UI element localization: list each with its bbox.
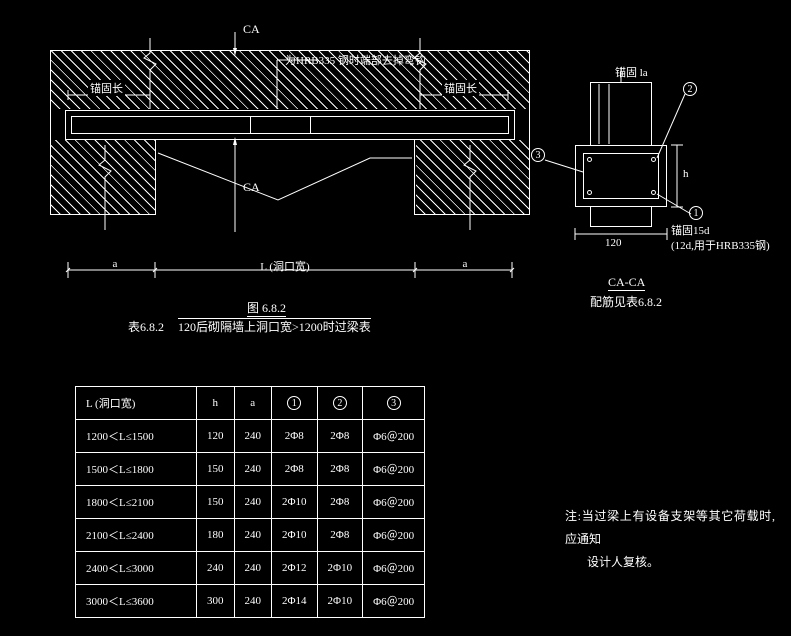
sec-12d-label: (12d,用于HRB335钢) xyxy=(671,237,770,253)
cell-c2: 2Φ10 xyxy=(317,585,363,618)
cell-c1: 2Φ14 xyxy=(272,585,318,618)
cell-c1: 2Φ8 xyxy=(272,453,318,486)
cell-a: 240 xyxy=(234,585,272,618)
dim-a-right: a xyxy=(455,258,475,270)
cell-h: 300 xyxy=(197,585,235,618)
cell-c2: 2Φ8 xyxy=(317,453,363,486)
bubble-3: 3 xyxy=(531,148,545,162)
section-ca: 2 1 3 锚固 la h 120 锚固15d (12d,用于HRB335钢) xyxy=(565,82,765,282)
cell-L: 2100＜L≤2400 xyxy=(76,519,197,552)
hrb-note: 为HRB335 钢时端部去掉弯钩 xyxy=(285,52,426,68)
table-title: 120后砌隔墙上洞口宽>1200时过梁表 xyxy=(178,318,371,334)
dim-L: L (洞口宽) xyxy=(150,258,420,274)
section-title: CA-CA xyxy=(608,275,645,291)
cell-c3: Φ6＠200 xyxy=(363,420,425,453)
note-line2: 设计人复核。 xyxy=(565,555,659,569)
col-h: h xyxy=(197,387,235,420)
cell-L: 1500＜L≤1800 xyxy=(76,453,197,486)
note: 注:当过梁上有设备支架等其它荷载时, 应通知 设计人复核。 xyxy=(565,505,775,573)
cell-c1: 2Φ10 xyxy=(272,519,318,552)
table-row: 1500＜L≤18001502402Φ82Φ8Φ6＠200 xyxy=(76,453,425,486)
figure-number: 图 6.8.2 xyxy=(247,301,286,317)
bubble-2: 2 xyxy=(683,82,697,96)
cell-c3: Φ6＠200 xyxy=(363,552,425,585)
cell-a: 240 xyxy=(234,552,272,585)
cell-c2: 2Φ8 xyxy=(317,486,363,519)
cell-a: 240 xyxy=(234,453,272,486)
cell-a: 240 xyxy=(234,519,272,552)
ca-label-top: CA xyxy=(243,22,260,37)
cell-c3: Φ6＠200 xyxy=(363,585,425,618)
cell-c3: Φ6＠200 xyxy=(363,453,425,486)
sec-anchor-label: 锚固 la xyxy=(615,64,648,80)
cell-c2: 2Φ8 xyxy=(317,420,363,453)
table-row: 3000＜L≤36003002402Φ142Φ10Φ6＠200 xyxy=(76,585,425,618)
note-line1: 当过梁上有设备支架等其它荷载时, 应通知 xyxy=(565,509,775,546)
cell-a: 240 xyxy=(234,486,272,519)
dim-a-left: a xyxy=(105,258,125,270)
col-c1: 1 xyxy=(272,387,318,420)
table-row: 2100＜L≤24001802402Φ102Φ8Φ6＠200 xyxy=(76,519,425,552)
cell-c3: Φ6＠200 xyxy=(363,486,425,519)
col-a: a xyxy=(234,387,272,420)
cell-h: 120 xyxy=(197,420,235,453)
section-subtitle: 配筋见表6.8.2 xyxy=(590,293,662,310)
sec-120-label: 120 xyxy=(605,237,622,249)
cell-h: 180 xyxy=(197,519,235,552)
note-prefix: 注: xyxy=(565,509,581,523)
cell-L: 1800＜L≤2100 xyxy=(76,486,197,519)
cell-c3: Φ6＠200 xyxy=(363,519,425,552)
table-row: 2400＜L≤30002402402Φ122Φ10Φ6＠200 xyxy=(76,552,425,585)
cell-L: 2400＜L≤3000 xyxy=(76,552,197,585)
rebar-table: L (洞口宽) h a 1 2 3 1200＜L≤15001202402Φ82Φ… xyxy=(75,386,425,618)
cell-c2: 2Φ10 xyxy=(317,552,363,585)
sec-h-label: h xyxy=(683,168,689,180)
cell-c1: 2Φ12 xyxy=(272,552,318,585)
table-number: 表6.8.2 xyxy=(128,318,164,335)
table-header-row: L (洞口宽) h a 1 2 3 xyxy=(76,387,425,420)
col-L: L (洞口宽) xyxy=(76,387,197,420)
cell-c2: 2Φ8 xyxy=(317,519,363,552)
col-c2: 2 xyxy=(317,387,363,420)
page: CA CA 为HRB335 钢时端部去掉弯钩 锚固长 锚固长 a L (洞口宽)… xyxy=(0,0,791,636)
col-c3: 3 xyxy=(363,387,425,420)
cell-L: 1200＜L≤1500 xyxy=(76,420,197,453)
anchor-left-label: 锚固长 xyxy=(88,80,125,96)
cell-c1: 2Φ10 xyxy=(272,486,318,519)
anchor-right-label: 锚固长 xyxy=(442,80,479,96)
sec-15d-label: 锚固15d xyxy=(671,222,710,238)
bubble-1: 1 xyxy=(689,206,703,220)
ca-label-bottom: CA xyxy=(243,180,260,195)
cell-L: 3000＜L≤3600 xyxy=(76,585,197,618)
cell-h: 150 xyxy=(197,453,235,486)
elevation-drawing: CA CA 为HRB335 钢时端部去掉弯钩 锚固长 锚固长 xyxy=(50,50,530,220)
cell-a: 240 xyxy=(234,420,272,453)
table-row: 1200＜L≤15001202402Φ82Φ8Φ6＠200 xyxy=(76,420,425,453)
cell-h: 150 xyxy=(197,486,235,519)
cell-c1: 2Φ8 xyxy=(272,420,318,453)
table-row: 1800＜L≤21001502402Φ102Φ8Φ6＠200 xyxy=(76,486,425,519)
cell-h: 240 xyxy=(197,552,235,585)
